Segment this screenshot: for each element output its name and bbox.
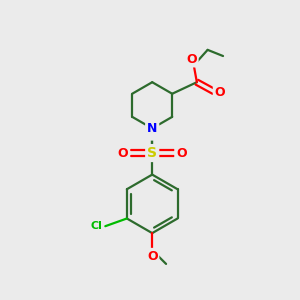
Text: O: O (176, 146, 187, 160)
Text: O: O (118, 146, 128, 160)
Text: N: N (147, 126, 158, 139)
Text: O: O (214, 86, 225, 100)
Text: S: S (147, 146, 157, 160)
Text: O: O (186, 52, 197, 66)
Text: Cl: Cl (90, 221, 102, 231)
Text: O: O (147, 250, 158, 263)
Text: N: N (147, 122, 158, 135)
